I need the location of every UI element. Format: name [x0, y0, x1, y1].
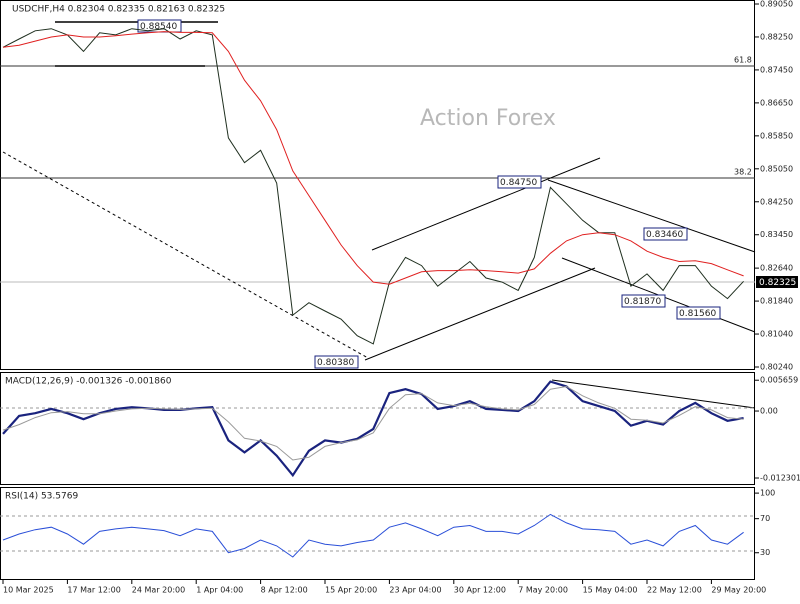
x-tick-label: 22 May 12:00	[647, 586, 702, 595]
y-tick-label: 0.86650	[760, 98, 793, 107]
trend-line	[2, 151, 369, 359]
y-tick-label: 0.83450	[760, 230, 793, 239]
fib-label: 38.2	[734, 168, 752, 177]
label-box	[643, 227, 688, 241]
rsi-panel	[0, 487, 755, 580]
label-box	[497, 175, 542, 189]
x-tick-label: 1 Apr 04:00	[196, 586, 243, 595]
drawing-tools	[0, 21, 756, 552]
label-box	[676, 306, 721, 320]
x-tick-label: 15 Apr 20:00	[325, 586, 377, 595]
series-line	[2, 380, 744, 478]
price-label: 0.84750	[500, 178, 537, 188]
y-tick-label: -0.012301	[760, 474, 800, 483]
y-tick-label: 0.84250	[760, 197, 793, 206]
label-box	[314, 355, 359, 369]
rsi-title: RSI(14) 53.5769	[5, 492, 78, 502]
current-price-box	[756, 276, 798, 288]
y-tick-label: 0.81040	[760, 330, 793, 339]
price-label: 0.88540	[140, 22, 177, 32]
price-label: 0.80380	[317, 358, 354, 368]
y-tick-label: 0.89050	[760, 0, 793, 9]
y-tick-label: 70	[760, 514, 770, 523]
watermark: Action Forex	[420, 106, 556, 131]
current-price: 0.82325	[759, 278, 796, 288]
x-tick-label: 10 Mar 2025	[3, 586, 54, 595]
x-tick-label: 24 Mar 20:00	[132, 586, 185, 595]
macd-panel	[0, 372, 755, 485]
price-panel	[0, 0, 755, 370]
label-box	[621, 294, 666, 308]
x-tick-label: 29 May 20:00	[711, 586, 766, 595]
y-tick-label: 0.82640	[760, 264, 793, 273]
price-label: 0.81870	[624, 297, 661, 307]
x-tick-label: 30 Apr 12:00	[454, 586, 506, 595]
y-tick-label: 30	[760, 548, 770, 557]
macd-trend-line	[551, 379, 756, 409]
y-tick-label: 100	[760, 489, 775, 498]
series-line	[2, 28, 744, 345]
y-tick-label: 0.85050	[760, 164, 793, 173]
channel-line	[371, 157, 601, 251]
macd-title: MACD(12,26,9) -0.001326 -0.001860	[5, 377, 172, 387]
channel-line	[364, 267, 596, 361]
x-tick-label: 8 Apr 12:00	[261, 586, 308, 595]
series-line	[2, 31, 744, 285]
series-line	[2, 385, 744, 461]
x-tick-label: 17 Mar 12:00	[67, 586, 120, 595]
y-tick-label: 0.005659	[760, 376, 798, 385]
x-tick-label: 7 May 20:00	[518, 586, 568, 595]
x-tick-label: 15 May 04:00	[583, 586, 638, 595]
y-tick-label: 0.88250	[760, 32, 793, 41]
price-label: 0.81560	[679, 309, 716, 319]
price-labels: 0.88540 0.84750 0.83460 0.81870 0.81560 …	[137, 19, 798, 369]
fib-label: 61.8	[734, 56, 752, 65]
y-tick-label: 0.87450	[760, 65, 793, 74]
y-tick-label: 0.00	[760, 407, 778, 416]
y-tick-label: 0.85850	[760, 131, 793, 140]
price-title: USDCHF,H4 0.82304 0.82335 0.82163 0.8232…	[12, 5, 225, 15]
x-tick-label: 23 Apr 04:00	[389, 586, 441, 595]
price-label: 0.83460	[646, 230, 683, 240]
series-line	[2, 513, 744, 558]
y-tick-label: 0.81840	[760, 297, 793, 306]
channel-line	[547, 179, 756, 253]
y-tick-label: 0.80240	[760, 363, 793, 372]
